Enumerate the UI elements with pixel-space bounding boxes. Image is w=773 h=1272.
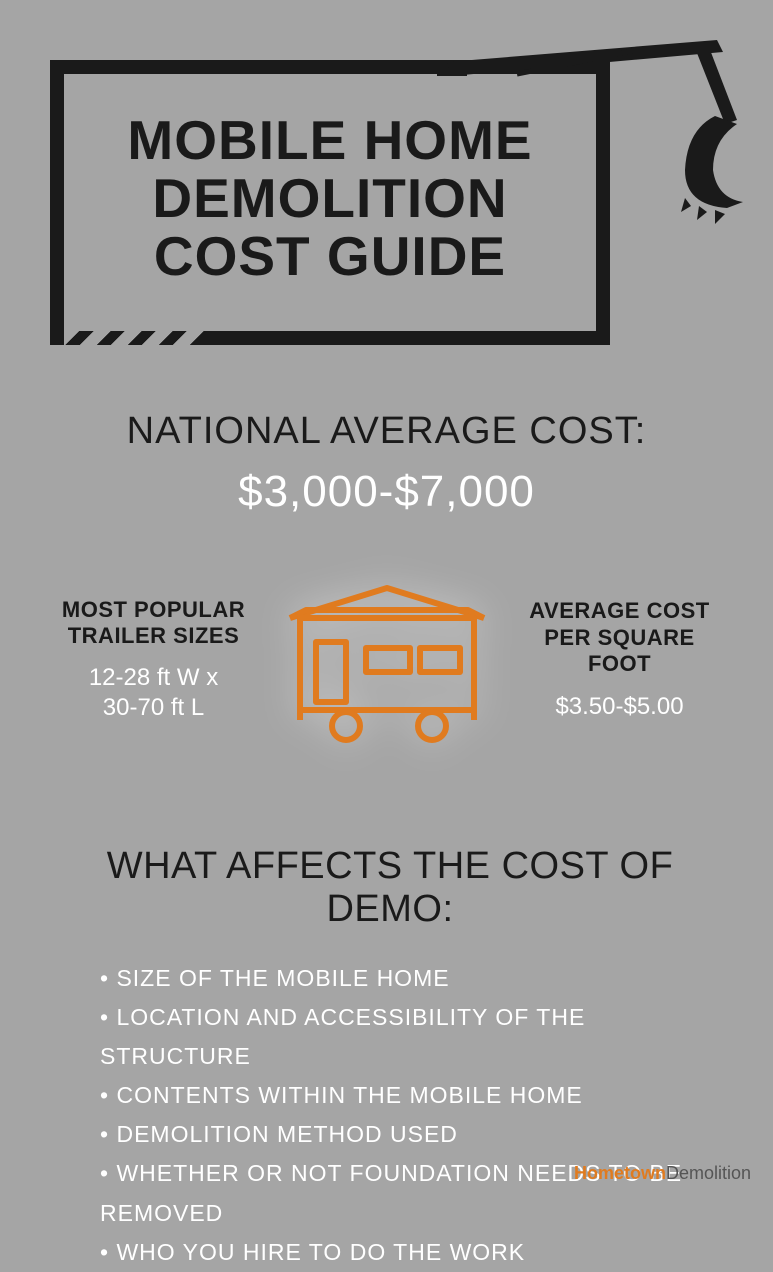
cost-sqft-value: $3.50-$5.00 [510, 692, 730, 722]
list-item: DEMOLITION METHOD USED [100, 1115, 700, 1154]
national-average-label: NATIONAL AVERAGE COST: [0, 410, 773, 453]
list-item: SIZE OF THE MOBILE HOME [100, 959, 700, 998]
footer-brand: HometownDemolition [574, 1163, 751, 1184]
national-average-section: NATIONAL AVERAGE COST: $3,000-$7,000 [0, 410, 773, 517]
cost-factors-section: WHAT AFFECTS THE COST OF DEMO: SIZE OF T… [80, 845, 700, 1272]
mobile-home-icon [282, 570, 492, 750]
list-item: LOCATION AND ACCESSIBILITY OF THE STRUCT… [100, 998, 700, 1076]
cost-sqft-block: AVERAGE COST PER SQUARE FOOT $3.50-$5.00 [510, 598, 730, 721]
national-average-value: $3,000-$7,000 [0, 467, 773, 517]
footer-brand-accent: Hometown [574, 1163, 666, 1183]
trailer-sizes-value: 12-28 ft W x 30-70 ft L [44, 663, 264, 723]
cost-factors-list: SIZE OF THE MOBILE HOME LOCATION AND ACC… [80, 959, 700, 1272]
footer-brand-rest: Demolition [666, 1163, 751, 1183]
cost-sqft-label: AVERAGE COST PER SQUARE FOOT [510, 598, 730, 677]
cost-factors-title: WHAT AFFECTS THE COST OF DEMO: [80, 845, 700, 931]
stats-row: MOST POPULAR TRAILER SIZES 12-28 ft W x … [0, 570, 773, 750]
trailer-sizes-block: MOST POPULAR TRAILER SIZES 12-28 ft W x … [44, 597, 264, 724]
list-item: WHO YOU HIRE TO DO THE WORK [100, 1233, 700, 1272]
trailer-sizes-label: MOST POPULAR TRAILER SIZES [44, 597, 264, 650]
excavator-icon [437, 30, 757, 250]
list-item: CONTENTS WITHIN THE MOBILE HOME [100, 1076, 700, 1115]
